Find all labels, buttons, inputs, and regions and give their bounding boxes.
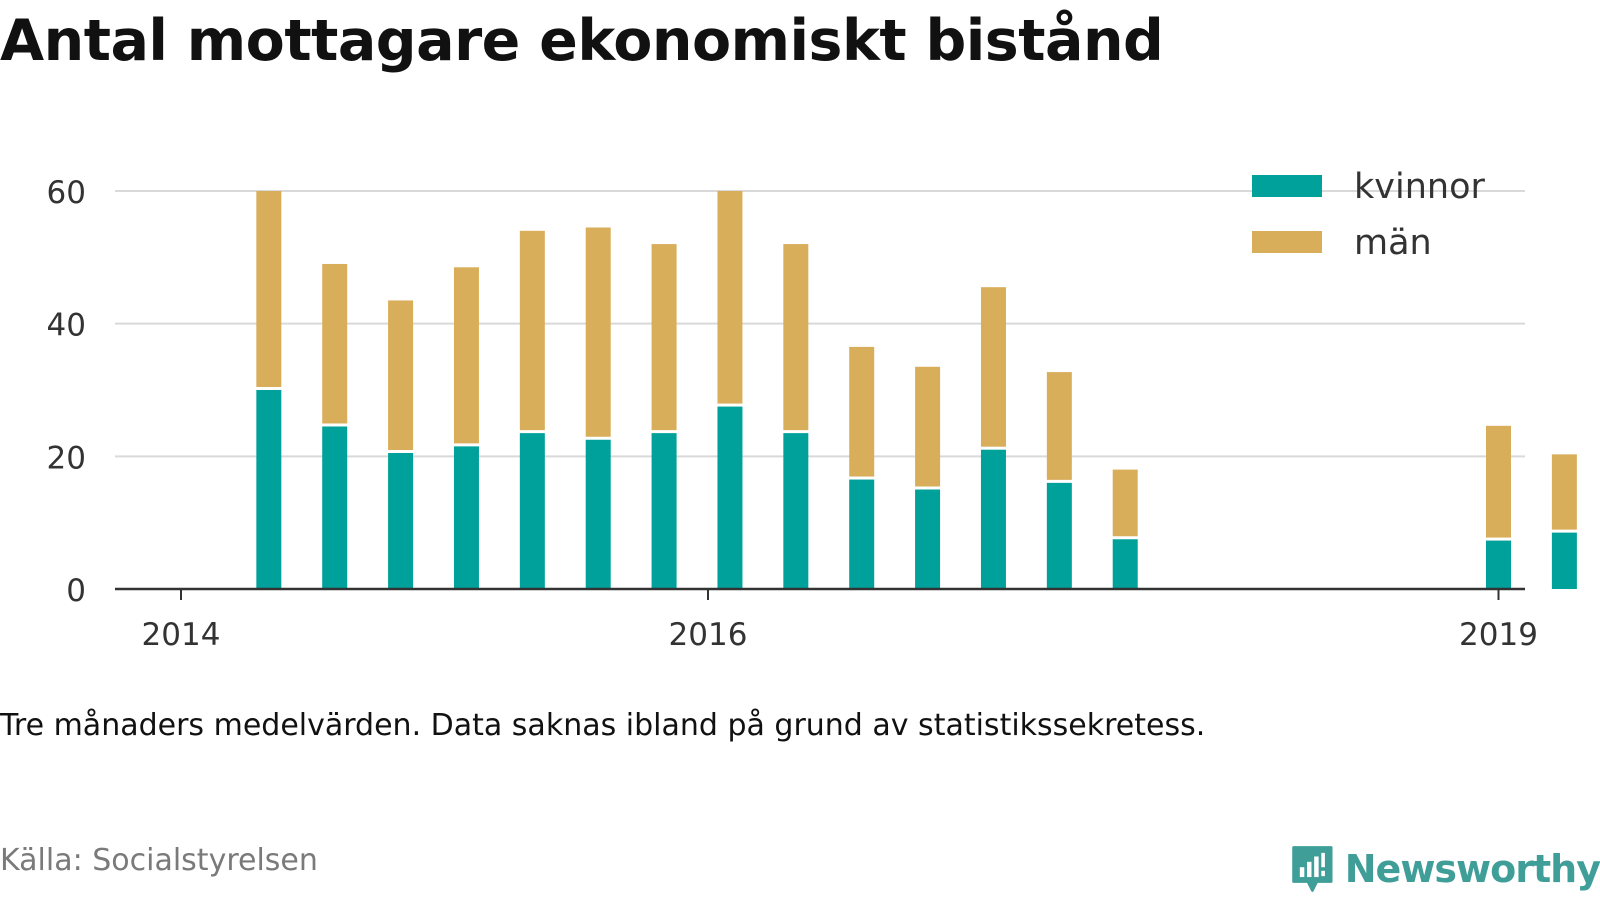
source-text: Källa: Socialstyrelsen bbox=[0, 843, 318, 878]
x-tick-label: 2019 bbox=[1459, 617, 1538, 653]
legend: kvinnor män bbox=[1252, 167, 1485, 263]
bar-kvinnor bbox=[519, 433, 545, 589]
bar-män bbox=[322, 263, 348, 424]
bar-män bbox=[256, 191, 282, 387]
x-tick-label: 2016 bbox=[669, 617, 748, 653]
bar-kvinnor bbox=[849, 479, 875, 589]
bar-män bbox=[453, 267, 479, 444]
bar-kvinnor bbox=[1046, 482, 1072, 589]
bar-kvinnor bbox=[1112, 539, 1138, 589]
bar-kvinnor bbox=[388, 453, 414, 589]
x-axis: 20142016201920212023 bbox=[142, 589, 1538, 653]
bar-män bbox=[783, 244, 809, 431]
bar-kvinnor bbox=[717, 406, 743, 589]
bar-män bbox=[849, 346, 875, 477]
bar-män bbox=[717, 191, 743, 404]
bar-män bbox=[585, 227, 611, 437]
bar-män bbox=[1486, 425, 1511, 538]
bar-män bbox=[980, 287, 1006, 447]
bar-kvinnor bbox=[453, 446, 479, 589]
y-tick-label: 40 bbox=[47, 308, 86, 344]
bar-kvinnor bbox=[651, 433, 677, 589]
newsworthy-logo-icon bbox=[1292, 846, 1333, 892]
bar-kvinnor bbox=[1486, 540, 1511, 589]
y-tick-label: 60 bbox=[47, 175, 86, 211]
y-tick-label: 20 bbox=[47, 440, 86, 476]
chart-title: Antal mottagare ekonomiskt bistånd bbox=[0, 8, 1164, 74]
bars bbox=[256, 191, 1577, 589]
y-axis: 0 20 40 60 bbox=[47, 175, 86, 609]
y-tick-label: 0 bbox=[66, 573, 86, 609]
bar-män bbox=[1112, 469, 1138, 537]
brand-logo[interactable]: Newsworthy bbox=[1290, 838, 1600, 900]
chart-note: Tre månaders medelvärden. Data saknas ib… bbox=[0, 708, 1206, 743]
bar-kvinnor bbox=[915, 489, 941, 589]
bar-män bbox=[519, 230, 545, 431]
brand-name: Newsworthy bbox=[1344, 847, 1600, 891]
bar-män bbox=[915, 366, 941, 487]
legend-swatch bbox=[1252, 175, 1322, 197]
bar-kvinnor bbox=[256, 390, 282, 589]
legend-label: kvinnor bbox=[1354, 167, 1485, 207]
bar-kvinnor bbox=[980, 449, 1006, 589]
bar-kvinnor bbox=[783, 433, 809, 589]
bar-kvinnor bbox=[322, 426, 348, 589]
bar-män bbox=[388, 300, 414, 451]
legend-label: män bbox=[1354, 223, 1432, 263]
bar-män bbox=[1046, 372, 1072, 480]
bar-män bbox=[651, 244, 677, 431]
bar-kvinnor bbox=[585, 439, 611, 589]
legend-swatch bbox=[1252, 231, 1322, 253]
bar-kvinnor bbox=[1551, 532, 1577, 589]
bar-män bbox=[1551, 454, 1577, 530]
x-tick-label: 2014 bbox=[142, 617, 221, 653]
